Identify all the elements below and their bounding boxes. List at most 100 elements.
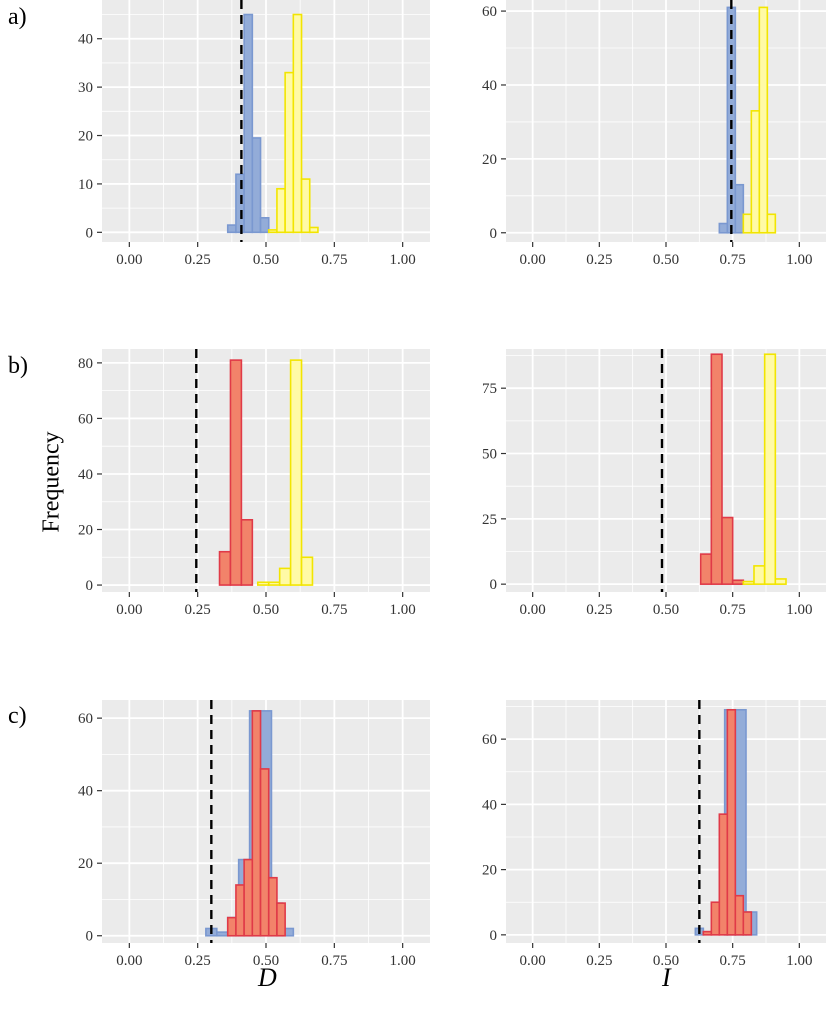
panel-a-I: 0 20 40 60 0.00 0.25 0.50 0.75 1.00 (482, 0, 826, 268)
histogram-bar-yellow (766, 213, 777, 234)
histogram-bar-red (699, 553, 713, 585)
histogram-bar-yellow (284, 71, 295, 234)
x-tick-label: 0.00 (520, 953, 546, 969)
histogram-bar-yellow (256, 581, 270, 586)
histogram-bar-red (240, 518, 254, 586)
x-tick-label: 0.50 (253, 602, 279, 618)
y-tick-label: 0 (490, 577, 498, 593)
histogram-bar-blue (734, 183, 745, 234)
y-tick-label: 0 (86, 929, 94, 945)
histogram-bar-red (742, 911, 753, 936)
histogram-bar-yellow (276, 187, 286, 234)
histogram-bar-blue (216, 931, 229, 937)
histogram-bar-yellow (763, 353, 777, 585)
panel-b-I: 0 25 50 75 0.00 0.25 0.50 0.75 1.00 (482, 349, 826, 618)
y-tick-label: 0 (490, 928, 498, 944)
histogram-bar-yellow (300, 556, 314, 586)
histogram-bar-red (702, 930, 713, 936)
histogram-bar-yellow (308, 226, 319, 234)
histogram-bar-blue (235, 173, 245, 234)
panel-a-D: 0 10 20 30 40 0.00 0.25 0.50 0.75 1.00 (78, 0, 430, 268)
histogram-bar-red (731, 579, 745, 585)
y-tick-label: 20 (482, 152, 497, 168)
histogram-bar-yellow (750, 110, 761, 234)
row-label-c: c) (8, 703, 27, 729)
x-tick-label: 0.00 (116, 602, 142, 618)
x-tick-label: 1.00 (786, 602, 812, 618)
x-tick-label: 0.25 (586, 602, 612, 618)
y-tick-label: 50 (482, 447, 497, 463)
x-tick-label: 0.00 (520, 252, 546, 268)
histogram-bar-red (276, 902, 286, 937)
y-tick-label: 20 (78, 856, 93, 872)
histogram-bar-yellow (292, 13, 303, 234)
histogram-bar-yellow (278, 567, 292, 586)
histogram-bar-red (235, 884, 245, 937)
row-label-a: a) (8, 4, 27, 30)
x-tick-label: 0.75 (720, 602, 746, 618)
histogram-bar-yellow (289, 359, 303, 586)
row-label-b: b) (8, 353, 28, 379)
panel-c-I: 0 20 40 60 0.00 0.25 0.50 0.75 1.00 (482, 700, 826, 969)
x-tick-label: 0.75 (720, 953, 746, 969)
x-tick-label: 0.75 (321, 602, 347, 618)
panel-b-D: 0 20 40 60 80 0.00 0.25 0.50 0.75 1.00 (78, 349, 430, 618)
x-tick-label: 0.25 (185, 252, 211, 268)
x-tick-label: 0.50 (653, 953, 679, 969)
histogram-bar-yellow (267, 581, 281, 586)
y-tick-label: 20 (78, 129, 93, 145)
histogram-bar-red (267, 876, 278, 937)
y-tick-label: 40 (78, 784, 93, 800)
histogram-bar-red (243, 858, 254, 937)
histogram-bar-red (259, 768, 270, 937)
y-tick-label: 40 (482, 797, 497, 813)
histogram-bar-red (710, 901, 721, 936)
histogram-bar-red (734, 894, 745, 936)
histogram-bar-yellow (758, 6, 769, 234)
histogram-bar-yellow (753, 565, 766, 585)
x-tick-label: 0.50 (653, 252, 679, 268)
histogram-bar-red (718, 813, 729, 936)
y-tick-label: 60 (482, 4, 497, 20)
x-tick-label: 0.25 (586, 953, 612, 969)
histogram-bar-yellow (742, 213, 753, 234)
x-tick-label: 0.50 (253, 252, 279, 268)
y-tick-label: 20 (482, 863, 497, 879)
y-tick-label: 30 (78, 80, 93, 96)
x-tick-label: 0.00 (520, 602, 546, 618)
y-tick-label: 10 (78, 177, 93, 193)
y-tick-label: 25 (482, 512, 497, 528)
x-tick-label: 0.25 (185, 953, 211, 969)
histogram-bar-red (251, 710, 262, 937)
x-tick-label: 0.50 (253, 953, 279, 969)
histogram-bar-blue (251, 137, 262, 234)
histogram-bar-blue (259, 217, 270, 234)
x-tick-label: 0.00 (116, 252, 142, 268)
y-tick-label: 40 (78, 32, 93, 48)
y-tick-label: 0 (86, 578, 94, 594)
histogram-bar-blue (718, 222, 729, 234)
histogram-bar-blue (226, 224, 237, 234)
x-tick-label: 0.25 (185, 602, 211, 618)
x-tick-label: 1.00 (786, 953, 812, 969)
x-tick-label: 1.00 (786, 252, 812, 268)
y-tick-label: 20 (78, 523, 93, 539)
y-tick-label: 40 (78, 467, 93, 483)
x-tick-label: 0.50 (653, 602, 679, 618)
panel-c-D: 0 20 40 60 0.00 0.25 0.50 0.75 1.00 (78, 700, 430, 969)
y-tick-label: 0 (86, 225, 94, 241)
y-tick-label: 0 (490, 226, 498, 242)
y-tick-label: 75 (482, 381, 497, 397)
y-tick-label: 60 (78, 711, 93, 727)
histogram-bar-red (721, 516, 734, 585)
x-tick-label: 1.00 (390, 953, 416, 969)
x-axis-title-right: I (662, 963, 671, 992)
y-axis-title: Frequency (38, 431, 65, 533)
x-tick-label: 0.75 (321, 252, 347, 268)
histogram-bar-yellow (742, 580, 755, 585)
x-axis-title-left: D (258, 963, 277, 992)
histogram-bar-yellow (267, 229, 278, 234)
x-tick-label: 1.00 (390, 252, 416, 268)
histogram-bar-blue (243, 13, 254, 234)
